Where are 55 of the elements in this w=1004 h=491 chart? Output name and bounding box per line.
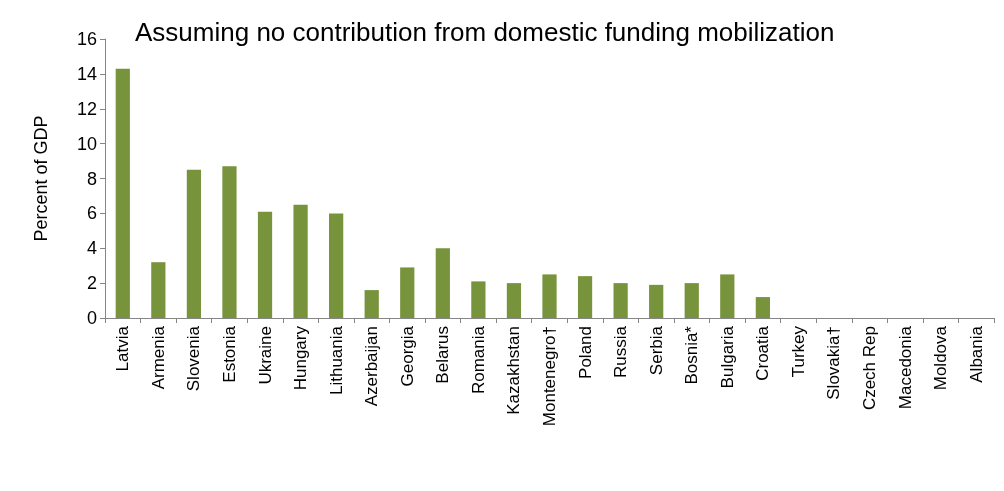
x-tick-label: Romania [468, 325, 488, 395]
x-tick-label: Belarus [433, 326, 453, 384]
bar [613, 283, 628, 318]
bar [542, 274, 557, 318]
x-tick-label: Lithuania [326, 325, 346, 396]
bar [755, 297, 770, 318]
x-tick-label: Poland [575, 326, 595, 379]
bar [720, 274, 735, 318]
bar [293, 204, 308, 318]
bar [435, 248, 450, 318]
x-tick-label: Russia [611, 325, 631, 378]
x-tick-label: Latvia [113, 325, 133, 372]
y-tick-label: 16 [76, 29, 97, 49]
bar [115, 68, 130, 318]
bar [400, 267, 415, 318]
x-tick-label: Macedonia [895, 325, 915, 410]
bar [222, 166, 237, 318]
x-tick-label: Turkey [788, 325, 808, 378]
y-tick-label: 6 [86, 203, 97, 224]
y-tick-label: 4 [86, 238, 97, 259]
x-tick-label: Slovakia† [824, 326, 844, 400]
bar [364, 290, 379, 318]
x-tick-label: Armenia [148, 325, 168, 390]
bar [329, 213, 344, 318]
x-tick-label: Estonia [219, 325, 239, 383]
chart-title: Assuming no contribution from domestic funding mobilization [135, 17, 835, 47]
y-tick-label: 8 [86, 168, 97, 189]
x-tick-label: Georgia [397, 325, 417, 387]
bar [577, 276, 593, 318]
x-tick-label: Croatia [753, 325, 773, 381]
y-tick-label: 0 [86, 308, 97, 328]
bar [471, 281, 486, 318]
y-tick-label: 12 [76, 98, 97, 119]
x-tick-label: Ukraine [255, 326, 275, 385]
bar [684, 283, 699, 318]
bar [649, 284, 664, 318]
x-tick-label: Serbia [646, 325, 666, 376]
x-tick-label: Czech Rep [860, 326, 880, 411]
bar [257, 211, 273, 318]
x-tick-label: Slovenia [184, 325, 204, 392]
x-tick-label: Bulgaria [717, 325, 737, 389]
bar [186, 169, 202, 318]
y-tick-label: 10 [76, 133, 97, 154]
bar [151, 262, 166, 318]
x-tick-label: Albania [966, 325, 986, 383]
x-tick-label: Hungary [291, 325, 311, 391]
x-tick-label: Moldova [931, 325, 951, 391]
y-axis-title: Percent of GDP [31, 115, 51, 242]
y-tick-label: 14 [76, 63, 97, 84]
x-tick-label: Bosnia* [682, 325, 702, 385]
y-tick-label: 2 [86, 273, 97, 294]
x-tick-label: Montenegro† [540, 326, 559, 427]
x-tick-label: Azerbaijan [362, 326, 382, 407]
bar [506, 283, 522, 318]
x-tick-label: Kazakhstan [504, 326, 524, 415]
